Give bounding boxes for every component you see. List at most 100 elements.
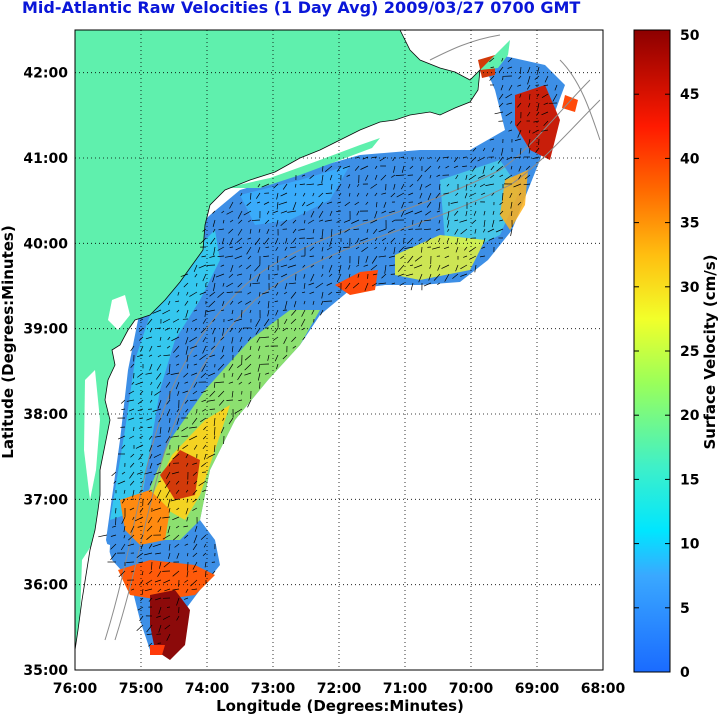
velocity-arrow [120,543,126,551]
velocity-arrow [132,516,135,520]
velocity-arrow [220,426,225,434]
velocity-arrow [308,282,315,286]
velocity-arrow [438,237,441,243]
velocity-arrow [194,525,198,532]
velocity-arrow [527,84,531,90]
velocity-arrow [168,543,171,551]
velocity-arrow [501,192,504,201]
velocity-arrow [136,552,144,558]
velocity-arrow [518,174,522,180]
velocity-arrow [146,525,153,532]
velocity-arrow [263,255,270,257]
velocity-arrow [217,291,225,298]
velocity-arrow [481,192,486,196]
velocity-arrow [201,255,207,258]
velocity-arrow [437,165,441,169]
velocity-arrow [129,507,135,511]
velocity-arrow [356,264,360,267]
velocity-arrow [454,210,459,216]
velocity-arrow [246,246,252,255]
velocity-arrow [435,192,441,199]
velocity-arrow [144,552,153,556]
velocity-arrow [400,156,405,158]
velocity-arrow [258,228,261,233]
y-tick-label: 40:00 [23,236,68,252]
velocity-arrow [450,201,459,204]
velocity-arrow [487,228,495,233]
velocity-arrow [276,255,279,263]
velocity-arrow [490,66,495,68]
velocity-arrow [209,255,216,258]
velocity-arrow [482,147,486,152]
velocity-arrow [155,372,162,380]
velocity-arrow [419,192,423,199]
x-axis: 76:00 75:00 74:00 73:00 72:00 71:00 70:00 69:00… [53,681,626,697]
velocity-arrow [510,120,513,124]
velocity-arrow [123,525,126,533]
velocity-arrow [129,435,135,439]
velocity-arrow [149,444,153,452]
velocity-arrow [423,282,432,287]
velocity-arrow [221,408,225,412]
velocity-arrow [497,156,504,164]
velocity-arrow [177,291,180,296]
velocity-arrow [202,435,207,440]
velocity-arrow [148,489,153,492]
colorbar-tick-label: 50 [680,28,700,44]
velocity-field-yellow-2 [395,235,485,280]
velocity-arrow [202,273,207,282]
velocity-arrow [400,255,405,259]
y-tick-label: 42:00 [23,66,68,82]
colorbar-tick-label: 5 [680,601,690,617]
velocity-arrow [115,516,117,526]
velocity-arrow [247,336,252,342]
velocity-arrow [148,597,153,602]
velocity-arrow [147,318,153,325]
velocity-arrow [417,174,423,182]
velocity-arrow [418,219,423,228]
velocity-arrow [490,174,495,179]
velocity-arrow [148,435,153,440]
velocity-arrow [465,183,468,191]
velocity-arrow [330,183,333,190]
velocity-arrow [292,201,297,211]
velocity-arrow [374,237,378,242]
velocity-arrow [110,552,117,561]
velocity-arrow [256,192,261,199]
velocity-arrow [389,264,396,267]
velocity-arrow [153,453,162,458]
velocity-arrow [237,210,243,219]
velocity-arrow [199,354,207,361]
velocity-arrow [212,219,216,227]
velocity-arrow [158,498,162,504]
velocity-arrow [315,282,324,289]
velocity-arrow [202,228,207,232]
velocity-arrow [200,534,207,540]
velocity-arrow [266,210,270,215]
y-tick-label: 38:00 [23,407,68,423]
velocity-arrow [374,174,378,180]
velocity-arrow [204,453,207,460]
velocity-arrow [405,273,414,277]
velocity-arrow [238,219,243,224]
velocity-arrow [326,282,333,286]
colorbar-tick-label: 45 [680,87,699,103]
velocity-arrow [172,570,180,577]
velocity-arrow [128,534,135,541]
velocity-arrow [257,183,261,188]
x-tick-label: 68:00 [581,681,626,697]
velocity-arrow [328,273,333,277]
velocity-arrow [365,174,369,181]
velocity-arrow [436,210,441,213]
velocity-arrow [187,561,189,571]
y-tick-label: 37:00 [23,492,68,508]
velocity-arrow [425,183,432,188]
velocity-arrow [168,552,171,559]
velocity-arrow [357,273,360,278]
velocity-arrow [453,156,459,163]
velocity-arrow [215,381,225,383]
velocity-arrow [209,390,216,397]
velocity-arrow [185,507,189,515]
velocity-arrow [149,399,153,403]
